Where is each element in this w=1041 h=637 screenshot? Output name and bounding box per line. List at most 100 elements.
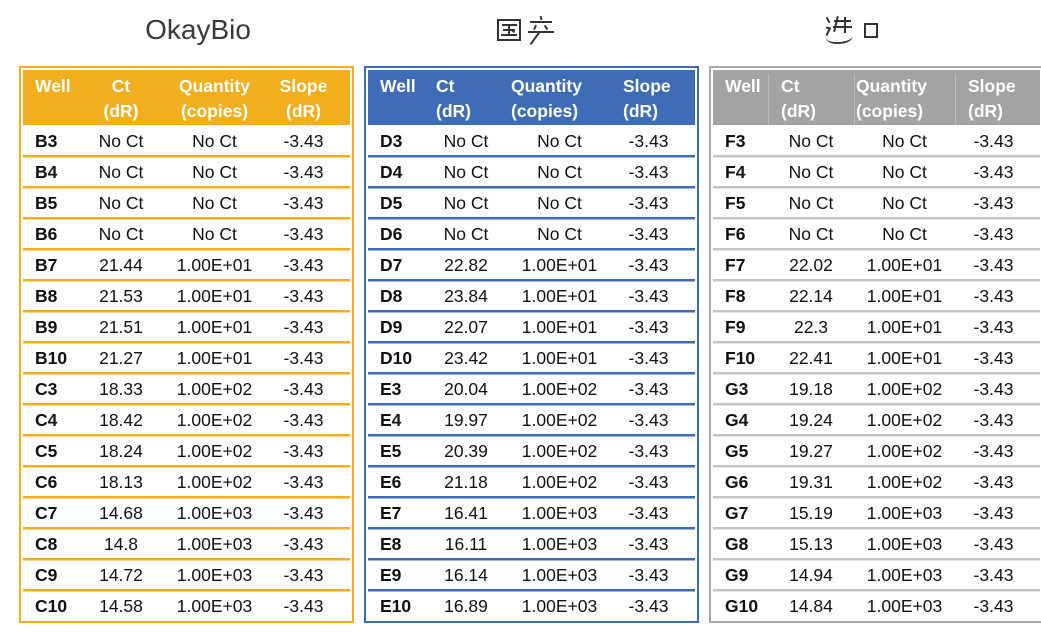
cell-ct: No Ct: [443, 192, 489, 213]
table-row-d3: D3 No Ct No Ct -3.43: [368, 128, 695, 154]
cell-quantity: No Ct: [192, 161, 237, 182]
cell-ct: 19.31: [789, 471, 833, 492]
cell-well: C7: [35, 502, 58, 523]
row-divider: [713, 588, 1040, 593]
cell-well: C4: [35, 409, 58, 430]
table-row-c6: C6 18.13 1.00E+02 -3.43: [23, 469, 350, 495]
table-row-b3: B3 No Ct No Ct -3.43: [23, 128, 350, 154]
cell-quantity: 1.00E+02: [866, 409, 943, 430]
cell-ct: 22.3: [793, 316, 829, 337]
cell-slope: -3.43: [283, 502, 324, 523]
cell-ct: No Ct: [443, 161, 489, 182]
cell-quantity: 1.00E+02: [176, 440, 253, 461]
cell-quantity: 1.00E+03: [176, 564, 253, 585]
cell-ct: 22.02: [789, 254, 833, 275]
cell-well: C6: [35, 471, 58, 492]
cell-slope: -3.43: [973, 440, 1014, 461]
table-body: F3 No Ct No Ct -3.43 F4 No Ct No Ct -3.43 F5 No C…: [713, 128, 1040, 619]
cell-well: C9: [35, 564, 58, 585]
cell-slope: -3.43: [973, 378, 1014, 399]
cell-slope: -3.43: [628, 595, 669, 616]
cell-ct: No Ct: [788, 223, 834, 244]
cell-ct: 18.24: [99, 440, 143, 461]
cell-slope: -3.43: [628, 285, 669, 306]
table-row-b10: B10 21.27 1.00E+01 -3.43: [23, 345, 350, 371]
row-divider: [713, 340, 1040, 345]
glyph-stroke: [843, 16, 846, 33]
cell-slope: -3.43: [283, 440, 324, 461]
row-divider: [23, 402, 350, 407]
cell-ct: 19.97: [444, 409, 488, 430]
table-row-c4: C4 18.42 1.00E+02 -3.43: [23, 407, 350, 433]
cell-slope: -3.43: [283, 285, 324, 306]
table-row-e3: E3 20.04 1.00E+02 -3.43: [368, 376, 695, 402]
cell-ct: 16.41: [444, 502, 488, 523]
cell-quantity: No Ct: [192, 192, 237, 213]
row-divider: [368, 340, 695, 345]
cell-ct: 16.11: [444, 533, 488, 554]
cell-quantity: 1.00E+03: [176, 502, 253, 523]
row-divider: [23, 309, 350, 314]
glyph-jin: [824, 15, 854, 46]
cell-ct: No Ct: [788, 192, 834, 213]
cell-well: D9: [380, 316, 403, 337]
cell-well: G6: [725, 471, 749, 492]
column-header-quantity: Quantity (copies): [179, 76, 250, 121]
row-divider: [368, 557, 695, 562]
cell-slope: -3.43: [283, 192, 324, 213]
cell-ct: 16.89: [444, 595, 488, 616]
cell-slope: -3.43: [283, 378, 324, 399]
cell-slope: -3.43: [628, 254, 669, 275]
cell-slope: -3.43: [973, 223, 1014, 244]
table-row-f3: F3 No Ct No Ct -3.43: [713, 128, 1040, 154]
cell-slope: -3.43: [628, 502, 669, 523]
cell-ct: 21.27: [99, 347, 143, 368]
cell-ct: No Ct: [788, 161, 834, 182]
cell-ct: 19.24: [789, 409, 833, 430]
row-divider: [368, 309, 695, 314]
cell-well: C3: [35, 378, 58, 399]
table-row-c3: C3 18.33 1.00E+02 -3.43: [23, 376, 350, 402]
row-divider: [713, 526, 1040, 531]
row-divider: [713, 278, 1040, 283]
table-row-g10: G10 14.84 1.00E+03 -3.43: [713, 593, 1040, 619]
cell-slope: -3.43: [283, 254, 324, 275]
row-divider: [23, 216, 350, 221]
table-row-b5: B5 No Ct No Ct -3.43: [23, 190, 350, 216]
table-row-e7: E7 16.41 1.00E+03 -3.43: [368, 500, 695, 526]
table-row-d10: D10 23.42 1.00E+01 -3.43: [368, 345, 695, 371]
cell-ct: 23.42: [444, 347, 488, 368]
row-divider: [23, 247, 350, 252]
table-row-e5: E5 20.39 1.00E+02 -3.43: [368, 438, 695, 464]
cell-slope: -3.43: [973, 130, 1014, 151]
cell-well: E9: [380, 564, 402, 585]
cell-slope: -3.43: [628, 409, 669, 430]
cell-slope: -3.43: [628, 316, 669, 337]
cell-well: G7: [725, 502, 749, 523]
table-row-d5: D5 No Ct No Ct -3.43: [368, 190, 695, 216]
cell-ct: 21.53: [99, 285, 143, 306]
table-row-g6: G6 19.31 1.00E+02 -3.43: [713, 469, 1040, 495]
cell-well: E5: [380, 440, 402, 461]
table-row-f7: F7 22.02 1.00E+01 -3.43: [713, 252, 1040, 278]
cell-quantity: 1.00E+02: [176, 471, 253, 492]
cell-slope: -3.43: [283, 471, 324, 492]
glyph-stroke: [825, 28, 831, 37]
row-divider: [368, 278, 695, 283]
cell-quantity: 1.00E+03: [866, 502, 943, 523]
table-body: B3 No Ct No Ct -3.43 B4 No Ct No Ct -3.43 B5 No C…: [23, 128, 350, 619]
cell-quantity: 1.00E+01: [176, 316, 253, 337]
cell-ct: No Ct: [98, 130, 144, 151]
column-header-slope: Slope (dR): [955, 74, 1032, 125]
cell-ct: 22.14: [789, 285, 833, 306]
table-row-e10: E10 16.89 1.00E+03 -3.43: [368, 593, 695, 619]
table-row-f6: F6 No Ct No Ct -3.43: [713, 221, 1040, 247]
row-divider: [368, 526, 695, 531]
cell-ct: 20.04: [444, 378, 488, 399]
cell-ct: 18.33: [99, 378, 143, 399]
row-divider: [713, 557, 1040, 562]
cell-quantity: No Ct: [537, 130, 582, 151]
glyph-chan: [526, 15, 556, 45]
cell-well: B8: [35, 285, 58, 306]
glyph-stroke: [863, 23, 879, 38]
